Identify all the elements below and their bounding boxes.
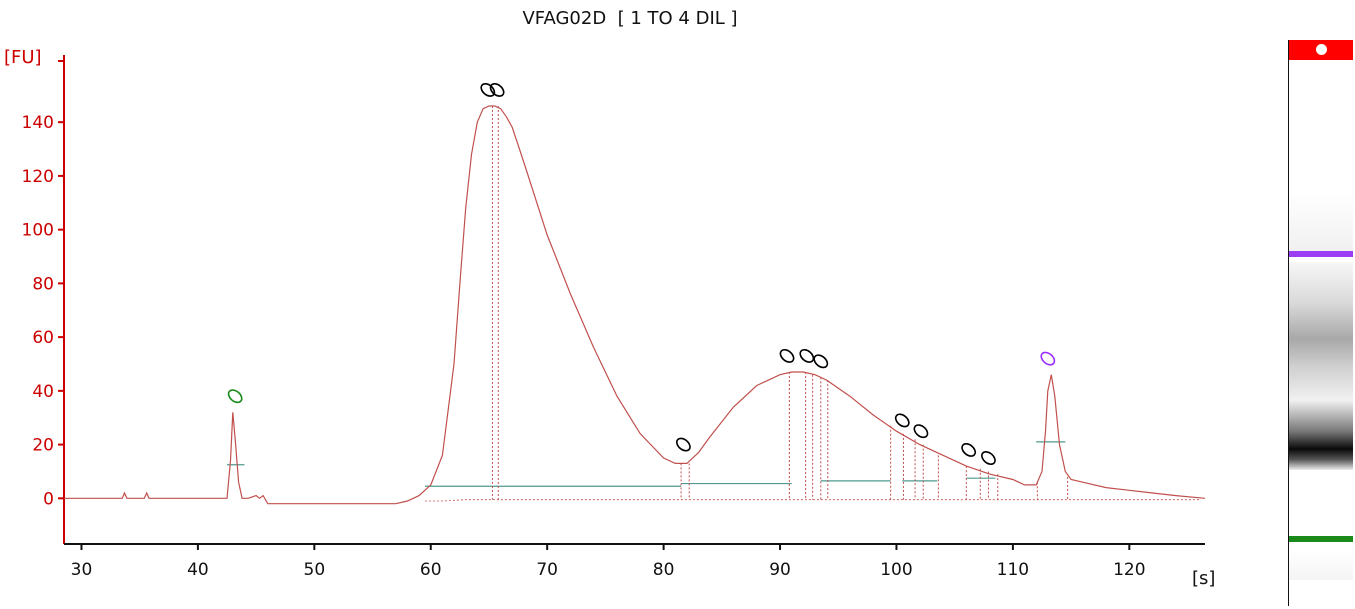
peak-marker [913,424,929,439]
x-axis-label: [s] [1192,568,1215,589]
gel-band-purple [1289,251,1353,257]
gel-top-marker-dot [1316,44,1327,55]
x-tick-label: 90 [769,560,791,580]
gel-band-green [1289,536,1353,542]
y-tick-label: 40 [32,382,54,402]
drop-baseline [424,499,1200,502]
x-tick-label: 60 [420,560,442,580]
peak-marker [489,82,505,97]
peak-markers [227,82,1056,465]
y-tick-label: 80 [32,274,54,294]
gel-bottom-fade [1289,550,1353,580]
gel-smear-upper [1289,190,1353,254]
gel-lane [1288,40,1353,606]
x-tick-label: 120 [1113,560,1145,580]
peak-marker [227,389,243,404]
peak-marker [676,437,691,452]
y-tick-label: 0 [43,489,54,509]
x-tick-label: 70 [536,560,558,580]
electropherogram-chart: 0 20 40 60 80 100 120 140 30 40 50 60 70 80 90 100 110 12… [4,47,1215,589]
peak-marker [961,443,977,457]
baselines [227,441,1066,487]
gel-smear-middle [1289,262,1353,402]
y-tick-label: 20 [32,436,54,456]
x-tick-label: 50 [304,560,326,580]
y-axis-label: [FU] [4,47,42,68]
trace-group [64,105,1206,505]
axes: 0 20 40 60 80 100 120 140 30 40 50 60 70 80 90 100 110 12… [22,55,1205,580]
y-tick-label: 60 [32,328,54,348]
peak-marker [779,348,795,363]
trace-line [64,105,1206,505]
y-tick-label: 140 [22,113,54,133]
x-tick-label: 30 [71,560,93,580]
x-tick-label: 40 [187,560,209,580]
x-tick-label: 100 [880,560,912,580]
peak-marker [1040,351,1056,366]
x-tick-label: 80 [653,560,675,580]
peak-marker [813,354,829,369]
x-tick-label: 110 [997,560,1029,580]
chart-title: VFAG02D [ 1 TO 4 DIL ] [522,8,738,29]
peak-marker [981,451,996,465]
y-tick-label: 100 [22,221,54,241]
peak-marker [799,348,815,363]
peak-marker [894,413,910,428]
peak-drop-lines [424,106,1200,502]
y-tick-label: 120 [22,167,54,187]
gel-smear-dark [1289,400,1353,470]
